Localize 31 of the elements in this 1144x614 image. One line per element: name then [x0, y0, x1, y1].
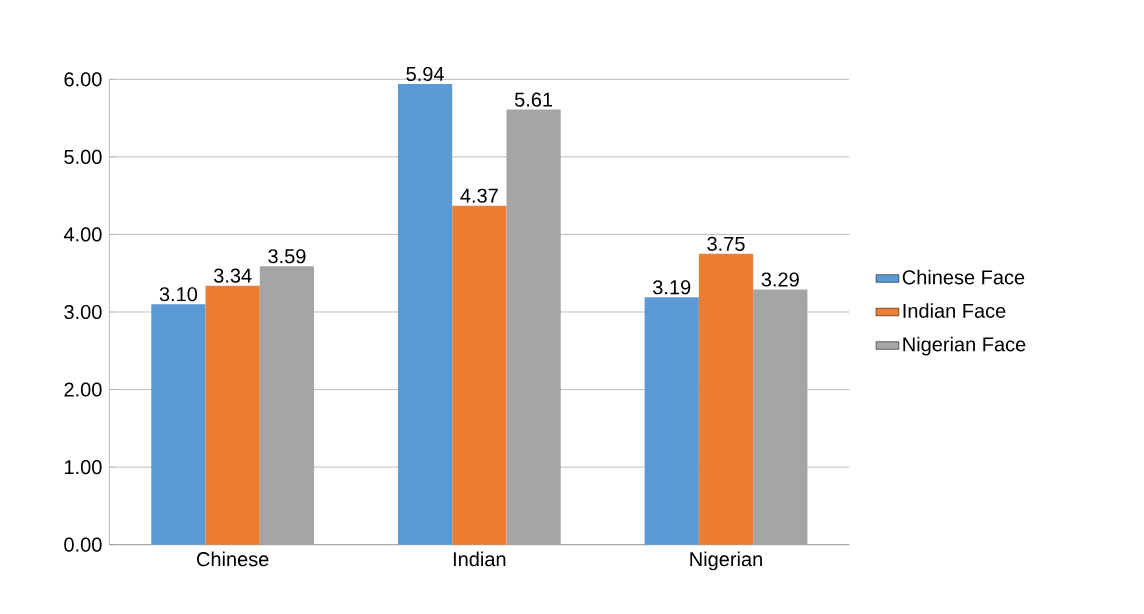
bar: [151, 304, 206, 545]
bar: [506, 109, 561, 545]
y-tick-label: 0.00: [64, 537, 102, 552]
x-tick-label: Indian: [453, 551, 506, 567]
y-tick-label: 6.00: [64, 72, 102, 87]
data-label: 4.37: [460, 188, 498, 203]
x-tick-label: Chinese: [197, 551, 269, 567]
data-label: 3.10: [159, 287, 198, 302]
bar: [452, 205, 507, 545]
data-label: 3.75: [707, 236, 745, 251]
x-tick-label: Nigerian: [690, 551, 762, 571]
legend-label: Nigerian Face: [903, 336, 1026, 356]
data-label: 5.94: [406, 66, 444, 82]
data-label: 3.34: [213, 268, 252, 283]
data-label: 3.59: [268, 249, 306, 264]
bar: [753, 289, 808, 545]
bar: [259, 266, 315, 545]
data-label: 3.19: [653, 280, 691, 295]
bar: [644, 297, 699, 545]
y-tick-label: 1.00: [65, 460, 102, 475]
legend-label: Chinese Face: [902, 269, 1025, 285]
data-label: 3.29: [761, 272, 799, 287]
legend-label: Indian Face: [903, 303, 1006, 318]
y-tick-label: 2.00: [64, 382, 102, 397]
y-tick-label: 5.00: [64, 149, 102, 164]
bar: [698, 253, 754, 545]
bar: [397, 83, 453, 545]
y-tick-label: 4.00: [63, 227, 102, 242]
y-tick-label: 3.00: [64, 304, 102, 320]
bar: [205, 285, 260, 545]
data-label: 5.61: [514, 92, 553, 107]
